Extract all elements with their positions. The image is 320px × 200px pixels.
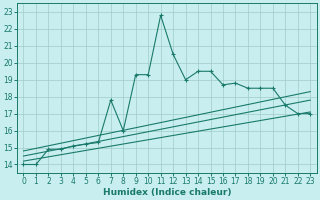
X-axis label: Humidex (Indice chaleur): Humidex (Indice chaleur) xyxy=(103,188,231,197)
